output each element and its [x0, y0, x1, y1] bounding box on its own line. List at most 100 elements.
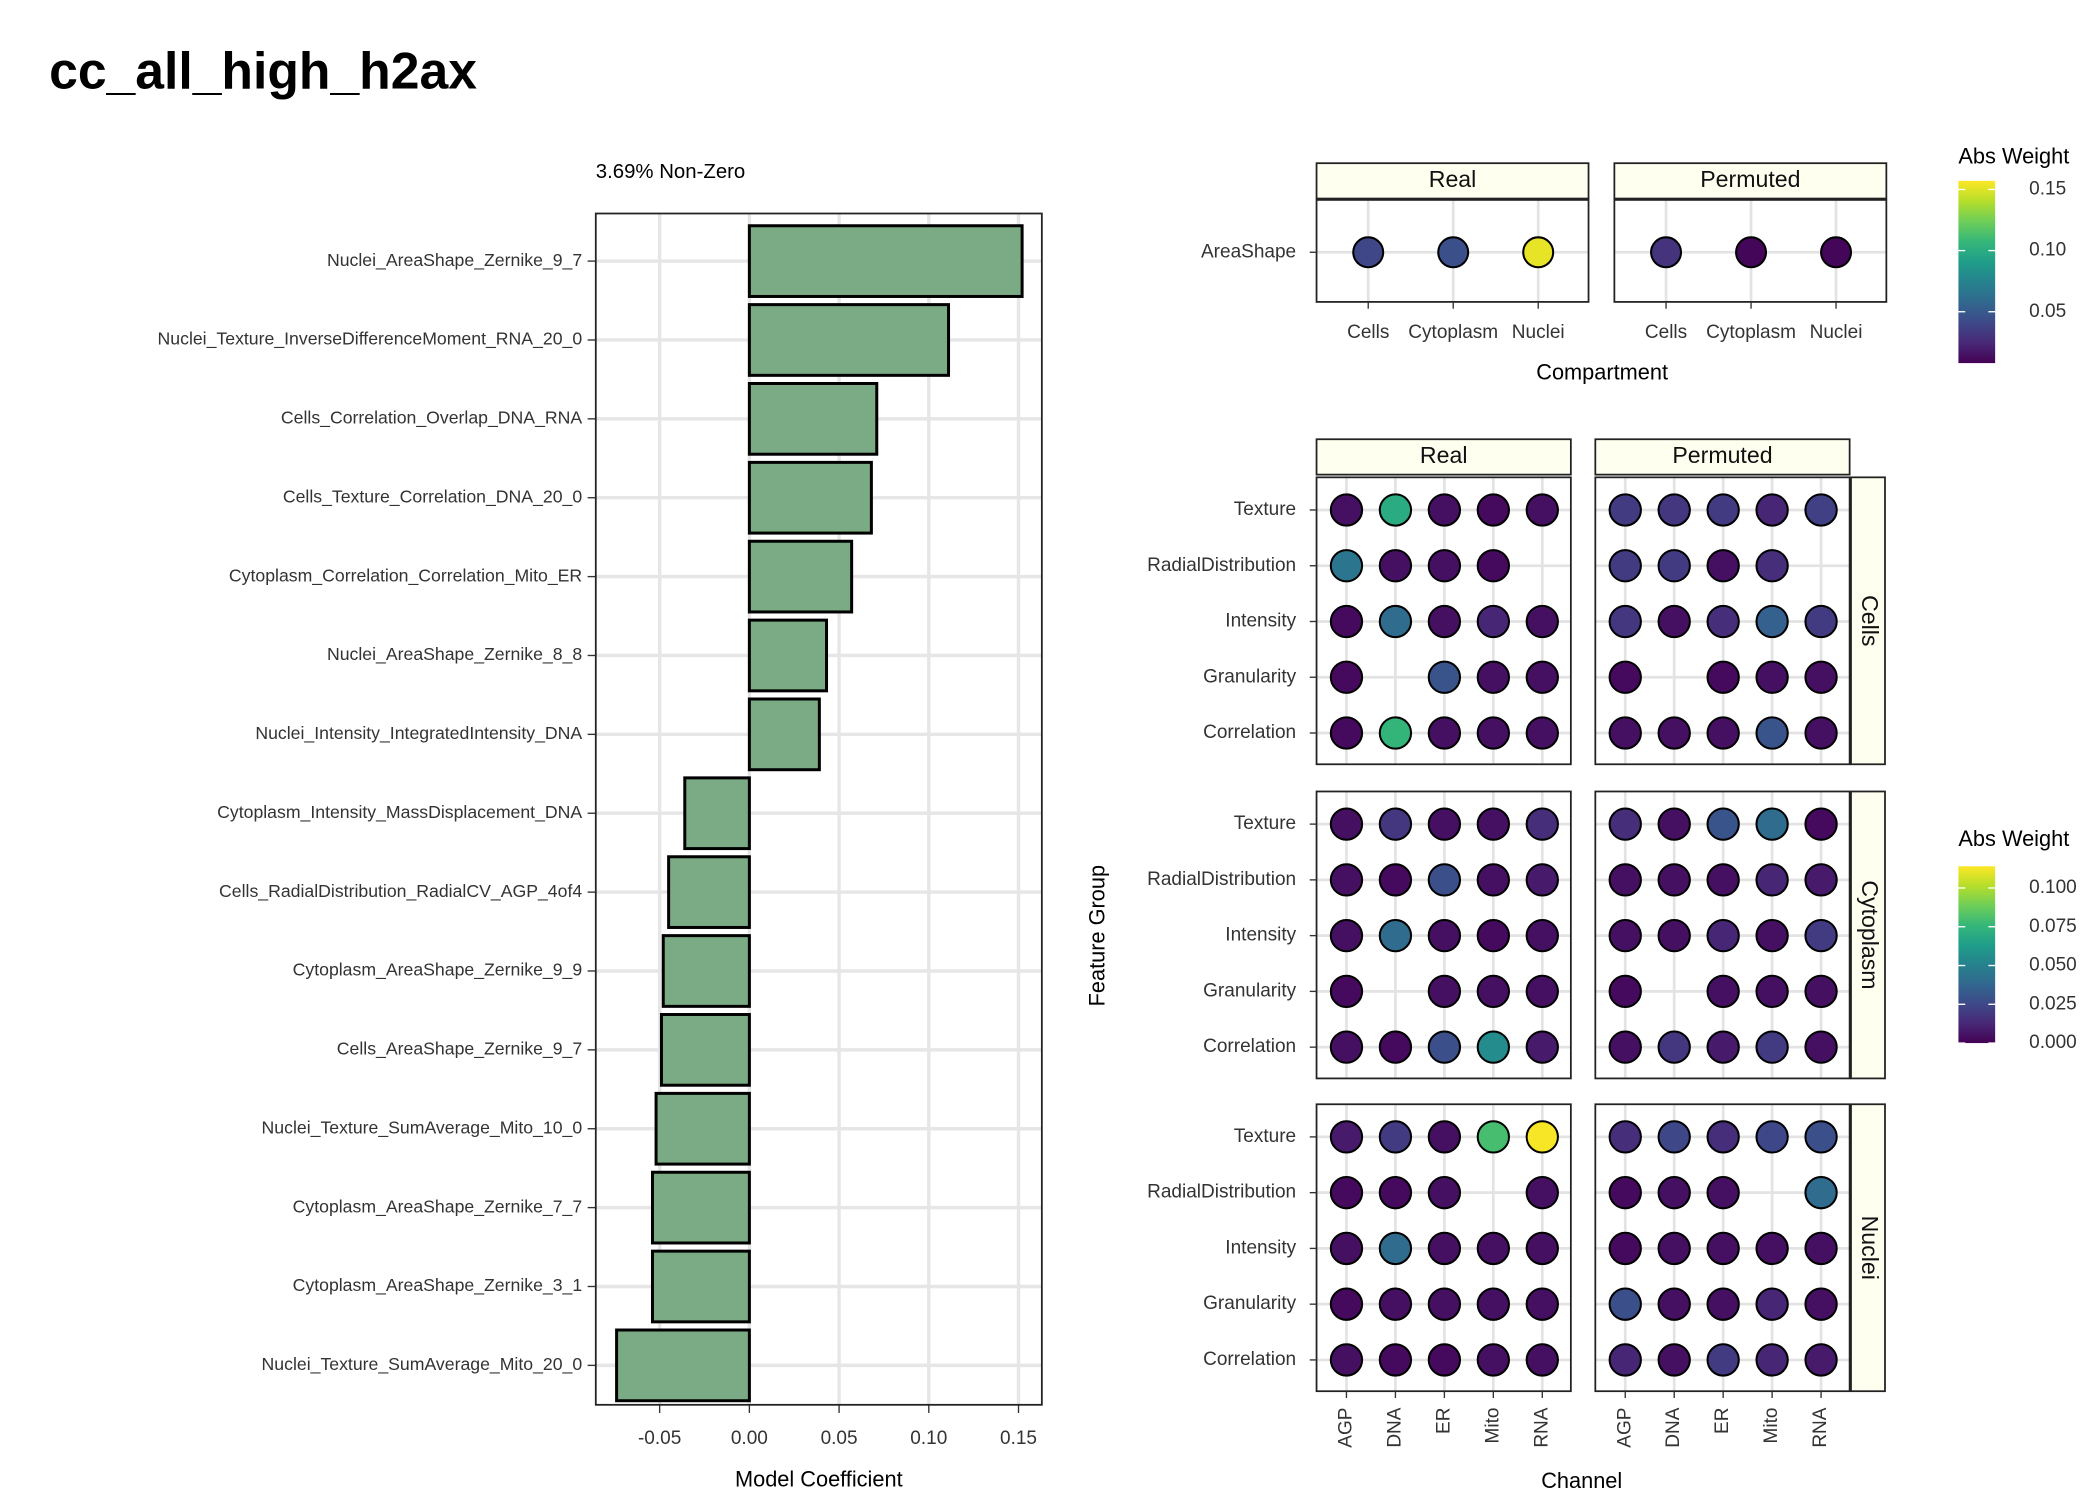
y-tick-label: Nuclei_Intensity_IntegratedIntensity_DNA — [255, 723, 582, 744]
dot — [1525, 1287, 1559, 1321]
x-tick-label: Mito — [1761, 1408, 1782, 1444]
dot — [1804, 604, 1838, 639]
dot — [1329, 1175, 1364, 1210]
dot — [1706, 604, 1740, 639]
dot — [1804, 1175, 1838, 1210]
facet-label: Permuted — [1672, 442, 1772, 468]
dot — [1476, 604, 1510, 639]
dot — [1804, 1030, 1838, 1064]
subtitle: 3.69% Non-Zero — [596, 161, 746, 183]
dot — [1608, 1120, 1642, 1154]
x-tick-label: ER — [1433, 1408, 1454, 1434]
facet-label: Cytoplasm — [1857, 880, 1883, 989]
dot — [1427, 807, 1462, 841]
dot — [1735, 236, 1768, 269]
dot — [1329, 1231, 1364, 1266]
dot — [1657, 716, 1691, 750]
page-title: cc_all_high_h2ax — [49, 41, 477, 99]
x-tick-label: 0.10 — [910, 1428, 947, 1449]
y-tick-label: Cells_RadialDistribution_RadialCV_AGP_4o… — [219, 881, 582, 902]
dot — [1706, 863, 1740, 897]
dot — [1329, 549, 1364, 583]
bar — [747, 382, 879, 456]
dot — [1608, 1030, 1642, 1064]
dot — [1755, 1120, 1789, 1154]
x-tick-label: ER — [1712, 1408, 1733, 1434]
colorbar — [1958, 180, 1996, 364]
y-tick-label: Cytoplasm_AreaShape_Zernike_7_7 — [293, 1196, 583, 1217]
dot — [1657, 1287, 1691, 1321]
dot — [1378, 1030, 1413, 1064]
dot — [1804, 974, 1838, 1009]
dot — [1804, 1120, 1838, 1154]
x-tick-label: -0.05 — [638, 1428, 681, 1449]
y-tick-label: Cells_Texture_Correlation_DNA_20_0 — [283, 486, 583, 507]
dot — [1608, 974, 1642, 1009]
dot — [1525, 660, 1559, 694]
dot — [1608, 1343, 1642, 1377]
y-tick-label: Correlation — [1203, 1349, 1296, 1370]
colorbar-label: 0.025 — [2029, 993, 2077, 1014]
dot — [1329, 660, 1364, 694]
y-tick-label: RadialDistribution — [1147, 555, 1296, 576]
y-tick-label: Cells_AreaShape_Zernike_9_7 — [337, 1039, 582, 1060]
y-tick-label: Granularity — [1203, 1293, 1296, 1314]
dot — [1804, 1231, 1838, 1266]
y-tick-label: Cytoplasm_AreaShape_Zernike_9_9 — [293, 960, 583, 981]
y-tick-label: RadialDistribution — [1147, 1182, 1296, 1203]
y-tick-label: Texture — [1234, 813, 1296, 834]
y-tick-label: Cytoplasm_Intensity_MassDisplacement_DNA — [217, 802, 582, 823]
dot — [1525, 604, 1559, 639]
dot — [1706, 716, 1740, 750]
dot — [1657, 1120, 1691, 1154]
dot — [1820, 236, 1853, 269]
facet-strip — [1850, 476, 1886, 766]
dot — [1608, 918, 1642, 953]
dot — [1706, 1120, 1740, 1154]
colorbar-label: 0.050 — [2029, 955, 2077, 976]
dot — [1525, 1343, 1559, 1377]
x-tick-label: Cells — [1645, 322, 1687, 343]
dot — [1427, 918, 1462, 953]
dot — [1608, 716, 1642, 750]
colorbar-label: 0.05 — [2029, 301, 2066, 322]
dot — [1755, 493, 1789, 527]
dot — [1476, 1030, 1510, 1064]
x-tick-label: DNA — [1663, 1407, 1684, 1447]
y-tick-label: Nuclei_Texture_InverseDifferenceMoment_R… — [158, 329, 583, 350]
dot — [1706, 1030, 1740, 1064]
x-tick-label: Cytoplasm — [1706, 322, 1796, 343]
dot — [1706, 1231, 1740, 1266]
x-tick-label: 0.00 — [731, 1428, 768, 1449]
dot — [1525, 1030, 1559, 1064]
dot — [1608, 660, 1642, 694]
legend-title: Abs Weight — [1958, 826, 2069, 851]
dot — [1657, 1030, 1691, 1064]
facet-strip — [1315, 438, 1572, 476]
colorbar-label: 0.000 — [2029, 1032, 2077, 1053]
dot — [1476, 1120, 1510, 1154]
dot — [1804, 716, 1838, 750]
bar — [654, 1091, 751, 1166]
x-tick-label: AGP — [1614, 1408, 1635, 1448]
dot — [1378, 493, 1413, 527]
bar — [683, 776, 751, 851]
colorbar-label: 0.100 — [2029, 877, 2077, 898]
dot — [1522, 236, 1555, 269]
dot — [1437, 236, 1470, 269]
dot — [1525, 493, 1559, 527]
dot — [1657, 549, 1691, 583]
dot — [1427, 549, 1462, 583]
dot — [1706, 1287, 1740, 1321]
dot — [1755, 549, 1789, 583]
y-tick-label: Correlation — [1203, 1036, 1296, 1057]
dot — [1476, 716, 1510, 750]
dot — [1378, 863, 1413, 897]
dot — [1476, 493, 1510, 527]
dot — [1427, 1287, 1462, 1321]
dot — [1378, 918, 1413, 953]
dot — [1352, 236, 1385, 269]
panel-border — [594, 212, 1043, 1406]
panel-border — [1594, 790, 1851, 1080]
